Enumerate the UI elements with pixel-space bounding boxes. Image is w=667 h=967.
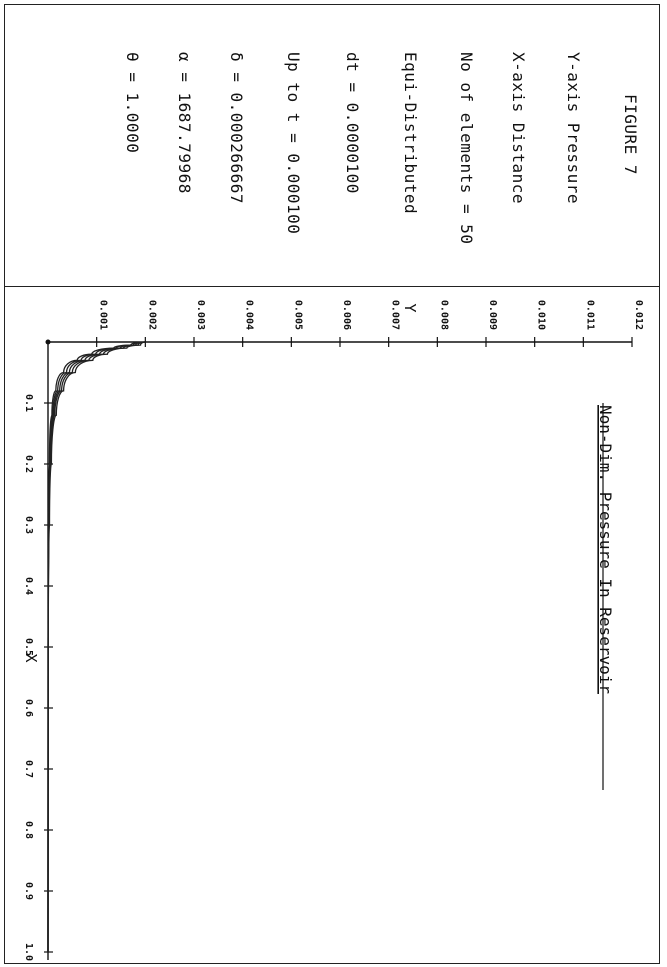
- figure-frame: [4, 4, 660, 964]
- origin-marker: [45, 339, 51, 345]
- x-tick-label: 0.6: [23, 699, 34, 717]
- chart-title: Non-Dim. Pressure In Reservoir: [596, 405, 615, 694]
- x-tick-label: 1.0: [23, 943, 34, 961]
- y-tick-label: 0.012: [633, 300, 644, 330]
- x-tick-label: 0.9: [23, 882, 34, 900]
- y-tick-label: 0.007: [390, 300, 401, 330]
- y-axis-title: Y: [401, 303, 419, 312]
- y-tick-label: 0.002: [146, 300, 157, 330]
- y-tick-label: 0.009: [487, 300, 498, 330]
- series-line: [47, 341, 146, 953]
- y-tick-label: 0.006: [341, 300, 352, 330]
- series-line: [47, 341, 146, 953]
- series-line: [47, 341, 146, 953]
- y-tick-label: 0.005: [292, 300, 303, 330]
- series-line: [47, 341, 146, 953]
- panel-divider: [4, 286, 660, 287]
- y-tick-label: 0.003: [195, 300, 206, 330]
- x-tick-label: 0.7: [23, 760, 34, 778]
- y-tick-label: 0.010: [536, 300, 547, 330]
- series-line: [47, 341, 146, 953]
- y-tick-label: 0.001: [98, 300, 109, 330]
- x-tick-label: 0.3: [23, 516, 34, 534]
- x-tick-label: 0.1: [23, 394, 34, 412]
- y-tick-label: 0.004: [244, 300, 255, 330]
- x-tick-label: 0.4: [23, 577, 34, 595]
- x-axis-title: X: [22, 653, 40, 662]
- x-tick-label: 0.2: [23, 455, 34, 473]
- x-tick-label: 0.5: [23, 638, 34, 656]
- x-tick-label: 0.8: [23, 821, 34, 839]
- y-tick-label: 0.008: [438, 300, 449, 330]
- y-tick-label: 0.011: [584, 300, 595, 330]
